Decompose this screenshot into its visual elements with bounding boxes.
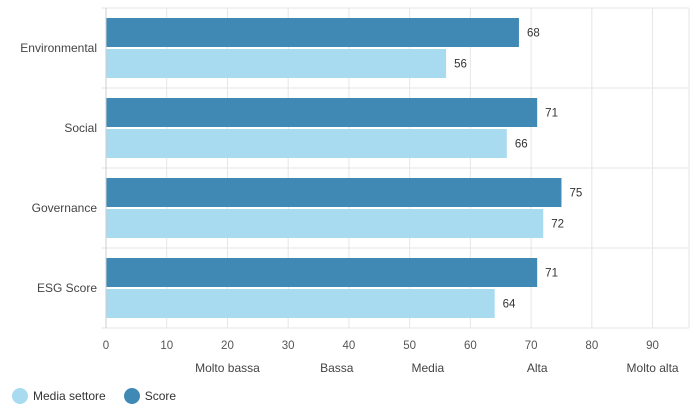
data-label-media-settore-1: 66	[515, 139, 528, 151]
band-label-2: Media	[412, 361, 445, 375]
bar-score-3[interactable]	[106, 258, 538, 287]
data-label-media-settore-2: 72	[551, 219, 564, 231]
legend-label-score: Score	[144, 389, 177, 403]
x-tick-label-0: 0	[103, 340, 109, 352]
category-label-0: Environmental	[20, 41, 97, 55]
band-label-1: Bassa	[320, 361, 354, 375]
data-label-score-2: 75	[569, 188, 582, 200]
legend-swatch-score	[123, 388, 140, 404]
band-label-0: Molto bassa	[195, 361, 260, 375]
bar-score-1[interactable]	[106, 98, 538, 127]
bar-media-settore-3[interactable]	[106, 289, 495, 318]
bars	[106, 18, 562, 318]
data-label-score-0: 68	[527, 28, 540, 40]
labels: 0 10 20 30 40 50 60 70 80 90 Environmental 68 56 Soci…	[20, 28, 679, 376]
legend-item-score[interactable]: Score	[123, 388, 177, 404]
legend-label-media-settore: Media settore	[33, 389, 106, 403]
data-label-score-1: 71	[545, 108, 558, 120]
bar-media-settore-0[interactable]	[106, 49, 447, 78]
x-tick-label-80: 80	[585, 340, 598, 352]
bar-media-settore-1[interactable]	[106, 129, 507, 158]
band-label-3: Alta	[527, 361, 548, 375]
data-label-score-3: 71	[545, 268, 558, 280]
category-label-3: ESG Score	[37, 281, 97, 295]
x-tick-label-70: 70	[525, 340, 538, 352]
legend-swatch-media-settore	[12, 388, 28, 404]
bar-score-0[interactable]	[106, 18, 519, 47]
x-tick-label-30: 30	[282, 340, 295, 352]
data-label-media-settore-0: 56	[454, 59, 467, 71]
bar-media-settore-2[interactable]	[106, 209, 544, 238]
x-tick-label-20: 20	[221, 340, 234, 352]
x-tick-label-90: 90	[646, 340, 659, 352]
grid-lines	[101, 7, 690, 329]
x-tick-label-50: 50	[403, 340, 416, 352]
legend: Media settore Score	[12, 388, 176, 404]
bar-chart: 0 10 20 30 40 50 60 70 80 90 Environmental 68 56 Soci…	[20, 7, 690, 376]
legend-item-media-settore[interactable]: Media settore	[12, 388, 106, 404]
x-tick-label-10: 10	[160, 340, 173, 352]
category-label-1: Social	[64, 121, 97, 135]
bar-score-2[interactable]	[106, 178, 562, 207]
x-tick-label-40: 40	[343, 340, 356, 352]
band-label-4: Molto alta	[627, 361, 679, 375]
x-tick-label-60: 60	[464, 340, 477, 352]
category-label-2: Governance	[32, 201, 98, 215]
data-label-media-settore-3: 64	[503, 299, 516, 311]
